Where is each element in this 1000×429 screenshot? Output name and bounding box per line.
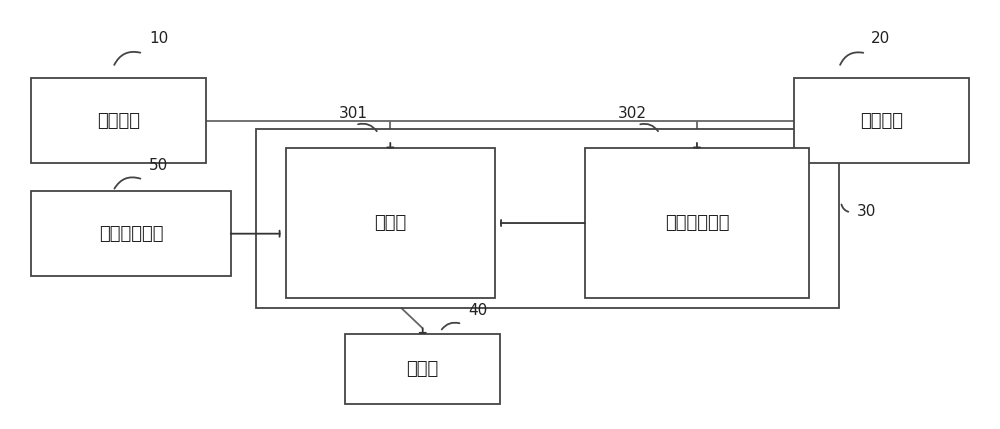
Text: 30: 30 <box>857 204 876 219</box>
Bar <box>345 334 500 404</box>
Text: 302: 302 <box>618 106 647 121</box>
Bar <box>31 191 231 276</box>
Text: 动力电源: 动力电源 <box>860 112 903 130</box>
Text: 控制器: 控制器 <box>374 214 406 232</box>
Text: 温度检测装置: 温度检测装置 <box>99 225 163 243</box>
Text: 20: 20 <box>871 31 890 46</box>
Text: 50: 50 <box>149 158 168 173</box>
Text: 40: 40 <box>468 302 487 317</box>
Text: 10: 10 <box>149 31 168 46</box>
Text: 蓄电电源: 蓄电电源 <box>97 112 140 130</box>
Text: 调节阀: 调节阀 <box>407 360 439 378</box>
Text: 301: 301 <box>338 106 367 121</box>
Bar <box>256 129 839 308</box>
Bar <box>31 78 206 163</box>
Bar <box>794 78 969 163</box>
Text: 断电检测装置: 断电检测装置 <box>665 214 729 232</box>
Bar <box>585 148 809 298</box>
Bar <box>286 148 495 298</box>
